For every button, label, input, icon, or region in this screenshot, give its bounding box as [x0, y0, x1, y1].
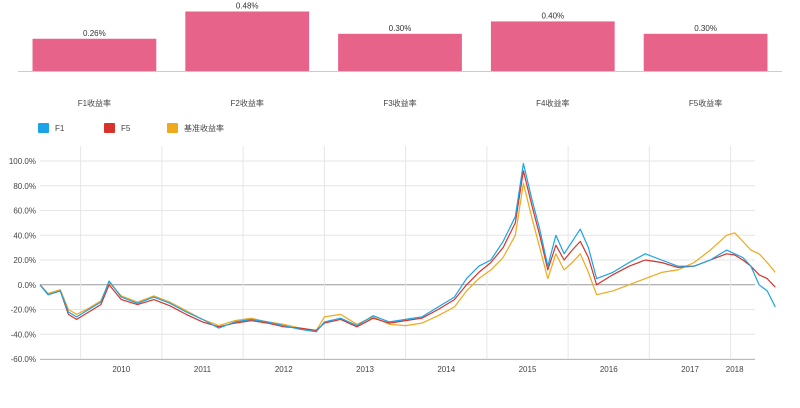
- y-tick-label: -60.0%: [11, 355, 36, 364]
- bar-category-label: F3收益率: [383, 98, 416, 108]
- bar-category-label: F5收益率: [689, 98, 722, 108]
- legend: F1 F5 基准收益率: [0, 120, 800, 136]
- x-tick-label: 2014: [437, 365, 455, 374]
- x-tick-label: 2010: [112, 365, 130, 374]
- line-chart: 100.0% 80.0% 60.0% 40.0% 20.0% 0.0% -20.0% -40.…: [9, 146, 776, 374]
- bar-category-label: F1收益率: [78, 98, 111, 108]
- legend-swatch-f1: [38, 123, 49, 133]
- y-tick-label: 40.0%: [13, 231, 36, 240]
- bar-value-label: 0.30%: [389, 24, 412, 33]
- x-tick-label: 2012: [275, 365, 293, 374]
- bar-chart: 0.26% F1收益率 0.48% F2收益率 0.30% F3收益率 0.40% F4收益率…: [18, 1, 782, 108]
- bar[interactable]: [338, 33, 462, 71]
- series-line-benchmark[interactable]: [39, 182, 776, 332]
- bar-category-label: F4收益率: [536, 98, 569, 108]
- y-tick-label: 0.0%: [18, 281, 36, 290]
- y-tick-label: 100.0%: [9, 157, 36, 166]
- bar[interactable]: [490, 21, 615, 71]
- legend-item-f5[interactable]: F5: [104, 120, 130, 136]
- legend-label-benchmark: 基准收益率: [184, 123, 224, 133]
- y-tick-label: 80.0%: [13, 182, 36, 191]
- y-tick-label: 20.0%: [13, 256, 36, 265]
- bar-value-label: 0.26%: [83, 29, 106, 38]
- x-tick-label: 2018: [726, 365, 744, 374]
- y-tick-label: -20.0%: [11, 306, 36, 315]
- bar[interactable]: [32, 38, 157, 71]
- series-line-f1[interactable]: [39, 162, 776, 333]
- bar-category-label: F2收益率: [231, 98, 264, 108]
- bar-value-label: 0.40%: [541, 11, 564, 20]
- legend-swatch-benchmark: [167, 123, 178, 133]
- bar[interactable]: [643, 33, 768, 71]
- x-tick-label: 2016: [600, 365, 618, 374]
- bar-value-label: 0.30%: [694, 24, 717, 33]
- legend-label-f1: F1: [55, 123, 65, 133]
- x-tick-label: 2015: [519, 365, 537, 374]
- y-tick-label: 60.0%: [13, 207, 36, 216]
- bar-value-label: 0.48%: [236, 1, 259, 10]
- series-line-f5[interactable]: [39, 170, 776, 332]
- legend-swatch-f5: [104, 123, 115, 133]
- legend-label-f5: F5: [121, 123, 131, 133]
- x-tick-label: 2011: [194, 365, 212, 374]
- legend-item-benchmark[interactable]: 基准收益率: [167, 120, 224, 136]
- legend-item-f1[interactable]: F1: [38, 120, 64, 136]
- y-tick-label: -40.0%: [11, 330, 36, 339]
- bar[interactable]: [185, 11, 310, 71]
- x-tick-label: 2013: [356, 365, 374, 374]
- x-tick-label: 2017: [681, 365, 699, 374]
